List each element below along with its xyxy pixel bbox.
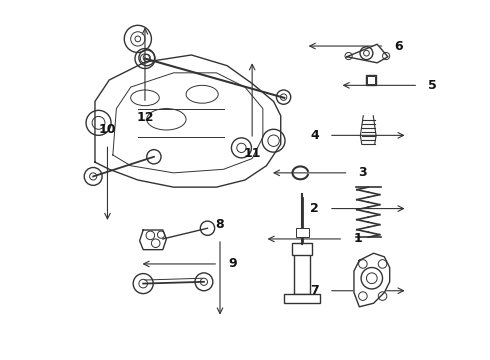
Polygon shape [140, 230, 167, 249]
Polygon shape [354, 253, 390, 307]
Text: 1: 1 [353, 233, 362, 246]
Polygon shape [95, 55, 281, 187]
Text: 3: 3 [359, 166, 367, 179]
Bar [294, 251, 310, 294]
Bar [366, 75, 376, 85]
Bar [284, 294, 320, 303]
Text: 12: 12 [136, 111, 154, 124]
Text: 5: 5 [428, 79, 437, 92]
Text: 10: 10 [98, 123, 116, 136]
Bar [296, 228, 309, 237]
Text: 7: 7 [310, 284, 319, 297]
Bar [367, 76, 375, 84]
Text: 4: 4 [310, 129, 319, 142]
Text: 9: 9 [228, 257, 237, 270]
Text: 8: 8 [216, 218, 224, 231]
Text: 6: 6 [394, 40, 403, 53]
Text: 2: 2 [310, 202, 319, 215]
Polygon shape [347, 44, 388, 63]
Text: 11: 11 [244, 147, 261, 160]
Bar [292, 243, 312, 255]
